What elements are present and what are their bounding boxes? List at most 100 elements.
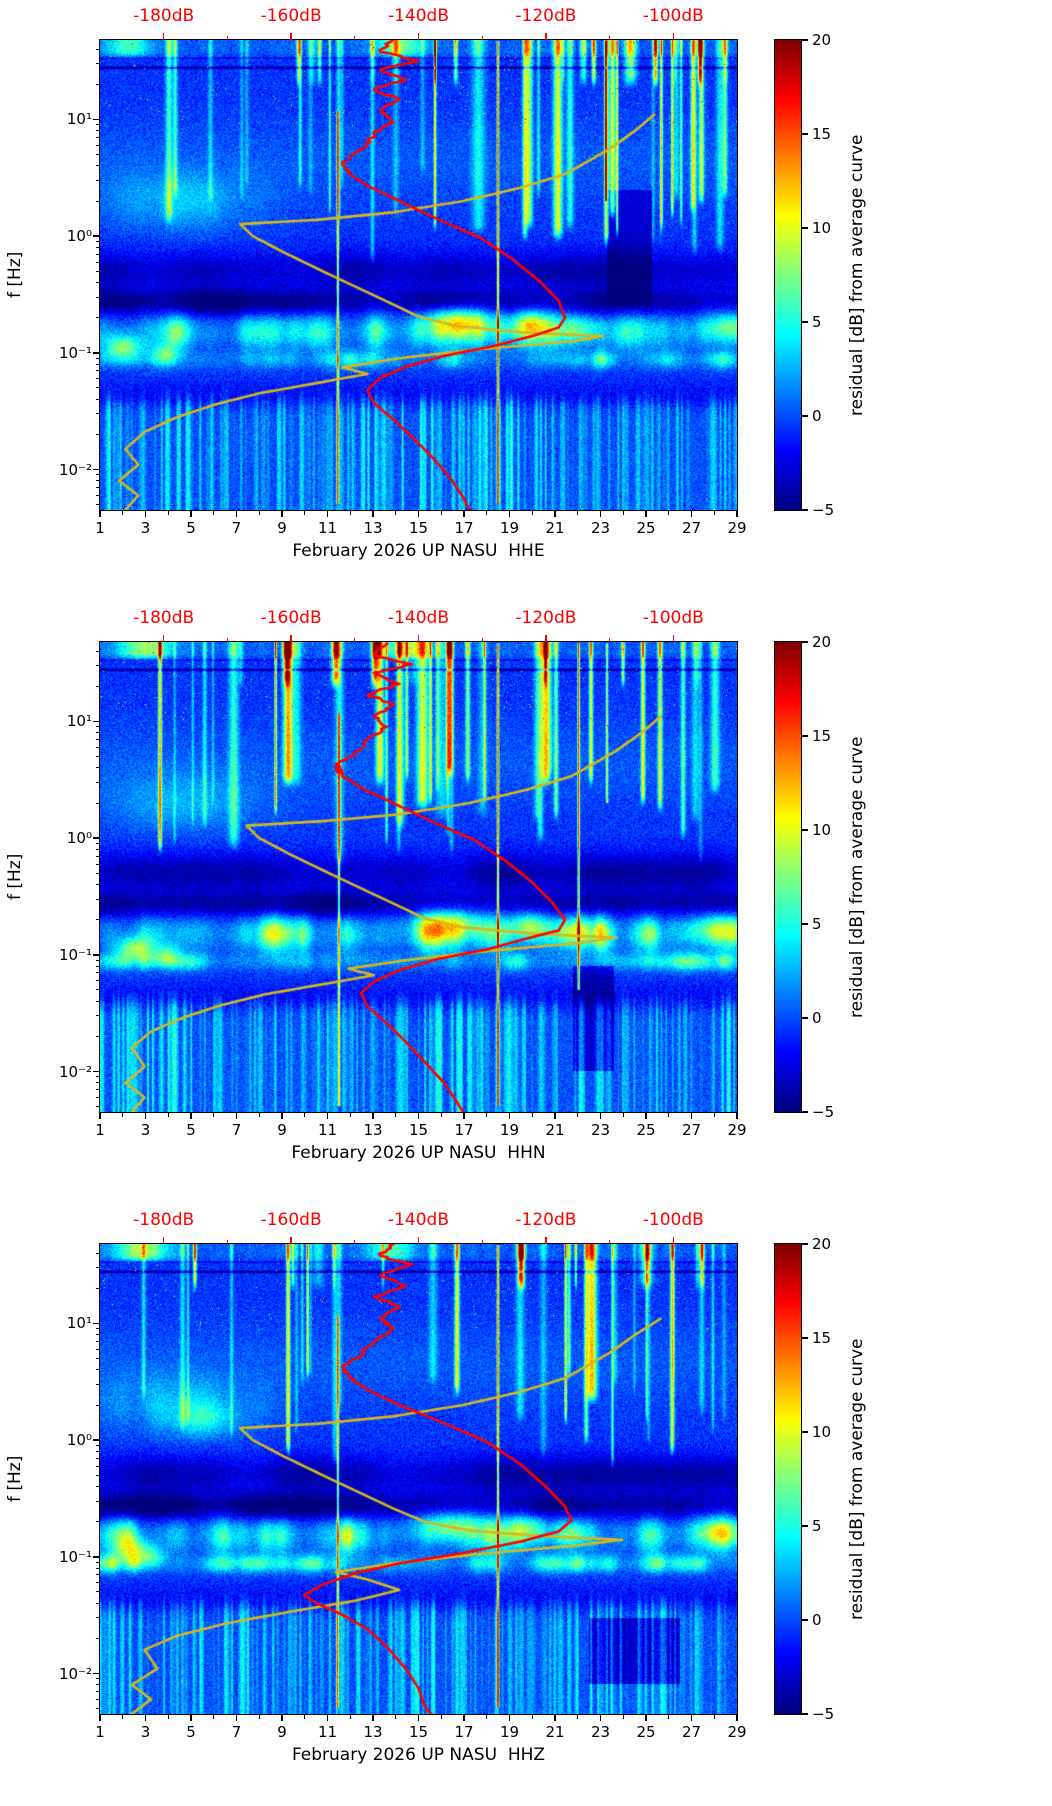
y-minor-tick-mark <box>96 1708 100 1710</box>
y-tick-label: 10¹ <box>66 1314 92 1333</box>
y-minor-tick-mark <box>96 282 100 284</box>
y-minor-tick-mark <box>96 1500 100 1502</box>
top-minor-tick-mark <box>481 638 483 642</box>
x-tick-mark <box>372 511 374 517</box>
x-tick-mark <box>417 1113 420 1119</box>
x-tick-mark <box>736 1715 738 1721</box>
top-tick-mark <box>162 1237 165 1244</box>
top-db-tick-label: -100dB <box>642 608 704 628</box>
y-tick-mark <box>93 1322 100 1325</box>
x-tick-label: 29 <box>727 519 747 537</box>
y-minor-tick-mark <box>96 1691 100 1693</box>
x-minor-tick-mark <box>395 1715 397 1719</box>
top-tick-mark <box>162 33 165 40</box>
x-tick-label: 27 <box>681 1723 702 1741</box>
colorbar-tick-label: 15 <box>812 125 832 143</box>
x-tick-mark <box>190 1113 192 1119</box>
x-tick-mark <box>599 1113 602 1119</box>
y-minor-tick-mark <box>96 487 100 489</box>
y-minor-tick-mark <box>96 965 100 967</box>
x-tick-label: 19 <box>499 519 520 537</box>
y-minor-tick-mark <box>96 919 100 921</box>
top-db-tick-label: -140dB <box>387 1210 450 1230</box>
colorbar-tick-mark <box>802 1713 808 1715</box>
x-minor-tick-mark <box>304 1113 306 1117</box>
x-tick-label: 27 <box>681 519 702 537</box>
y-minor-tick-mark <box>96 48 100 50</box>
x-tick-mark <box>736 511 738 517</box>
colorbar-tick-labels: 20 15 10 5 0 −5 <box>802 633 860 1121</box>
y-minor-tick-mark <box>96 872 100 874</box>
y-minor-tick-mark <box>96 154 100 156</box>
x-minor-tick-mark <box>713 1715 715 1719</box>
x-tick-label: 21 <box>545 519 565 537</box>
top-tick-mark <box>672 33 675 40</box>
y-minor-tick-mark <box>96 474 100 476</box>
x-minor-tick-mark <box>531 1715 533 1719</box>
x-minor-tick-mark <box>258 511 260 515</box>
x-minor-tick-mark <box>668 1715 670 1719</box>
x-axis-tick-labels: 1 3 5 7 9 11 13 15 17 19 21 23 25 27 29 <box>95 1121 746 1141</box>
y-minor-tick-mark <box>96 980 100 982</box>
x-tick-mark <box>190 511 192 517</box>
x-tick-mark <box>372 1113 374 1119</box>
top-minor-tick-mark <box>354 1240 356 1244</box>
y-tick-mark <box>93 235 100 237</box>
x-tick-mark <box>99 511 101 517</box>
top-db-tick-label: -160dB <box>260 6 322 26</box>
top-minor-tick-mark <box>609 638 611 642</box>
y-minor-tick-mark <box>96 387 100 389</box>
y-minor-tick-mark <box>96 746 100 748</box>
colorbar-tick-label: 20 <box>812 633 832 651</box>
x-tick-mark <box>99 1715 101 1721</box>
y-minor-tick-mark <box>96 972 100 974</box>
y-minor-tick-mark <box>96 1521 100 1523</box>
y-tick-mark <box>93 1439 100 1441</box>
x-tick-mark <box>690 511 693 517</box>
x-tick-label: 15 <box>408 519 429 537</box>
x-minor-tick-mark <box>622 1715 624 1719</box>
y-minor-tick-mark <box>96 200 100 202</box>
x-minor-tick-mark <box>486 1113 488 1117</box>
top-tick-mark <box>417 33 420 40</box>
x-tick-mark <box>144 511 147 517</box>
colorbar-tick-label: 5 <box>812 313 822 331</box>
y-minor-tick-mark <box>96 1035 100 1037</box>
x-tick-label: 11 <box>317 519 338 537</box>
x-axis-label: February 2026 UP NASU HHN <box>291 1143 546 1163</box>
y-minor-tick-mark <box>96 959 100 961</box>
colorbar-tick-mark <box>802 1337 808 1339</box>
x-tick-mark <box>463 1715 465 1721</box>
y-minor-tick-mark <box>96 1474 100 1476</box>
top-db-tick-label: -140dB <box>387 608 450 628</box>
y-minor-tick-mark <box>96 296 100 298</box>
colorbar-tick-mark <box>802 735 808 737</box>
colorbar-tick-mark <box>802 923 808 925</box>
x-minor-tick-mark <box>440 511 442 515</box>
y-minor-tick-mark <box>96 855 100 857</box>
x-tick-label: 13 <box>363 1723 383 1741</box>
x-tick-label: 15 <box>408 1723 429 1741</box>
y-minor-tick-mark <box>96 1678 100 1680</box>
y-minor-tick-mark <box>96 650 100 652</box>
x-tick-label: 5 <box>186 1723 196 1741</box>
x-minor-tick-mark <box>213 1715 215 1719</box>
x-tick-mark <box>508 1113 511 1119</box>
top-minor-tick-mark <box>481 36 483 40</box>
spectrogram-panel-hhn: -180dB -160dB -140dB -120dB -100dB f [Hz] 10… <box>0 602 1052 1204</box>
x-minor-tick-mark <box>486 1715 488 1719</box>
colorbar-tick-label: 20 <box>812 31 832 49</box>
top-db-tick-label: -160dB <box>260 1210 322 1230</box>
y-tick-label: 10⁰ <box>66 829 92 848</box>
y-minor-tick-mark <box>96 665 100 667</box>
top-db-axis: -180dB -160dB -140dB -120dB -100dB <box>100 4 737 32</box>
x-tick-mark <box>99 1113 101 1119</box>
y-tick-label: 10⁰ <box>66 1431 92 1450</box>
colorbar-tick-label: 5 <box>812 1517 822 1535</box>
colorbar-tick-mark <box>802 415 808 417</box>
x-minor-tick-mark <box>668 511 670 515</box>
y-axis-label: f [Hz] <box>5 1455 25 1503</box>
x-minor-tick-mark <box>122 511 124 515</box>
x-tick-mark <box>508 511 511 517</box>
spectrogram-heatmap <box>99 1243 738 1715</box>
